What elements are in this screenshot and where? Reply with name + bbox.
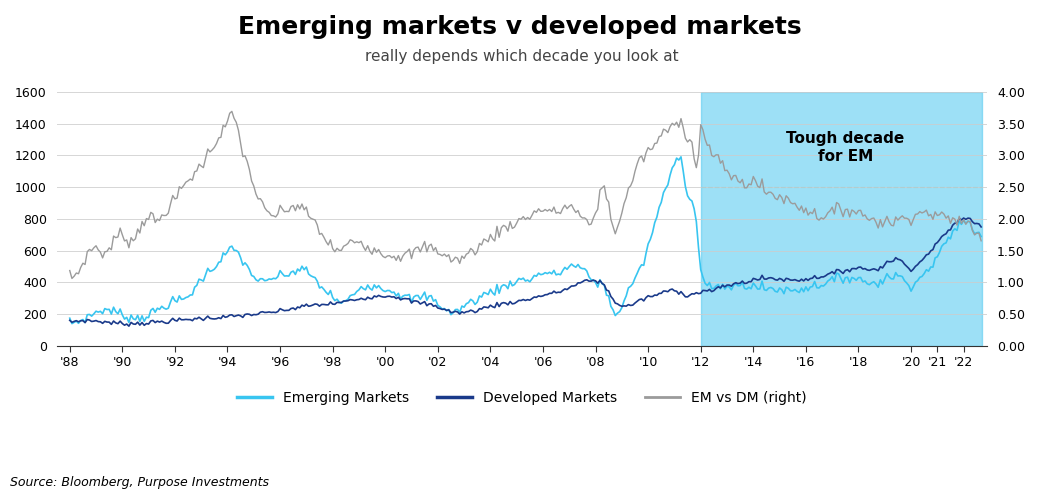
Text: Emerging markets v developed markets: Emerging markets v developed markets [238,15,802,39]
Bar [701,92,982,346]
Text: Source: Bloomberg, Purpose Investments: Source: Bloomberg, Purpose Investments [10,476,269,489]
Text: Tough decade
for EM: Tough decade for EM [786,131,905,164]
Title: really depends which decade you look at: really depends which decade you look at [365,50,679,64]
Legend: Emerging Markets, Developed Markets, EM vs DM (right): Emerging Markets, Developed Markets, EM … [232,385,812,411]
